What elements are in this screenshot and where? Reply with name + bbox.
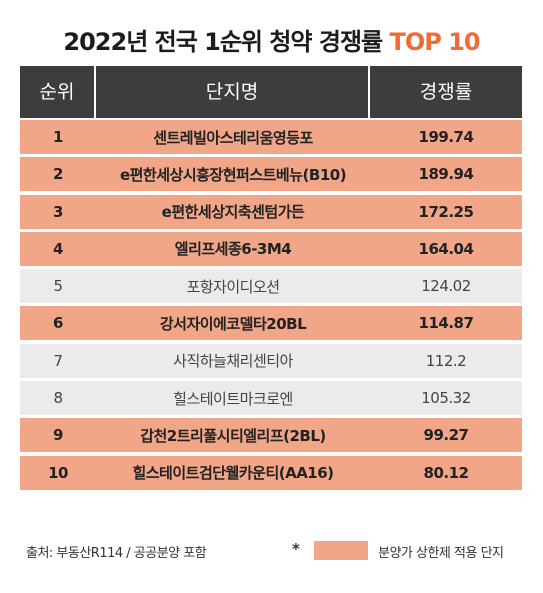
name-cell: e편한세상시흥장현퍼스트베뉴(B10): [119, 165, 347, 184]
rank-cell: 6: [53, 314, 63, 333]
name-cell: 강서자이에코델타20BL: [159, 314, 307, 333]
header-name: 단지명: [96, 66, 370, 118]
name-cell: 사직하늘채리센티아: [173, 352, 293, 371]
ratio-cell: 164.04: [418, 239, 474, 258]
footer: 출처: 부동산R114 / 공공분양 포함 * 분양가 상한제 적용 단지: [20, 538, 522, 564]
name-cell: 힐스테이트마크로엔: [173, 389, 293, 408]
ratio-cell: 80.12: [423, 463, 469, 482]
table-row: 4 엘리프세종6-3M4 164.04: [20, 231, 522, 266]
ratio-cell: 112.2: [425, 351, 467, 370]
table-header: 순위 단지명 경쟁률: [20, 66, 522, 118]
ratio-cell: 114.87: [418, 314, 474, 333]
table-row: 10 힐스테이트검단웰카운티(AA16) 80.12: [20, 455, 522, 490]
name-cell: 엘리프세종6-3M4: [174, 240, 292, 259]
table-row: 3 e편한세상지축센텀가든 172.25: [20, 194, 522, 229]
name-cell: e편한세상지축센텀가든: [161, 203, 305, 222]
ratio-cell: 172.25: [418, 202, 474, 221]
rank-cell: 5: [53, 277, 63, 296]
ratio-cell: 105.32: [421, 389, 471, 408]
title-main: 2022년 전국 1순위 청약 경쟁률: [63, 28, 390, 56]
rank-cell: 8: [53, 389, 63, 408]
table-row: 5 포항자이디오션 124.02: [20, 269, 522, 304]
rank-cell: 4: [53, 239, 63, 258]
title-accent: TOP 10: [389, 28, 480, 56]
name-cell: 센트레빌아스테리움영등포: [153, 128, 313, 147]
ratio-cell: 124.02: [421, 277, 471, 296]
ratio-cell: 189.94: [418, 165, 474, 184]
table-row: 2 e편한세상시흥장현퍼스트베뉴(B10) 189.94: [20, 157, 522, 192]
chart-title: 2022년 전국 1순위 청약 경쟁률 TOP 10: [0, 22, 543, 57]
table-row: 1 센트레빌아스테리움영등포 199.74: [20, 120, 522, 154]
table-row: 9 갑천2트리풀시티엘리프(2BL) 99.27: [20, 418, 522, 453]
table-row: 7 사직하늘채리센티아 112.2: [20, 343, 522, 378]
name-cell: 포항자이디오션: [186, 277, 280, 296]
header-rank: 순위: [20, 66, 96, 118]
ratio-cell: 199.74: [418, 128, 474, 146]
table-row: 8 힐스테이트마크로엔 105.32: [20, 381, 522, 416]
table-body: 1 센트레빌아스테리움영등포 199.74 2 e편한세상시흥장현퍼스트베뉴(B10) 1…: [20, 120, 522, 493]
rank-cell: 3: [53, 202, 63, 221]
header-ratio: 경쟁률: [419, 81, 473, 103]
name-cell: 힐스테이트검단웰카운티(AA16): [132, 464, 334, 483]
ratio-cell: 99.27: [423, 426, 469, 445]
rank-cell: 10: [48, 463, 68, 482]
rank-cell: 1: [53, 128, 63, 146]
rank-cell: 9: [53, 426, 63, 445]
rank-cell: 2: [53, 165, 63, 184]
name-cell: 갑천2트리풀시티엘리프(2BL): [140, 426, 326, 445]
legend-label: 분양가 상한제 적용 단지: [378, 546, 504, 561]
table-row: 6 강서자이에코델타20BL 114.87: [20, 306, 522, 341]
rank-cell: 7: [53, 351, 63, 370]
legend-asterisk: *: [292, 540, 300, 558]
legend-swatch: [314, 541, 368, 560]
source-note: 출처: 부동산R114 / 공공분양 포함: [26, 546, 207, 561]
